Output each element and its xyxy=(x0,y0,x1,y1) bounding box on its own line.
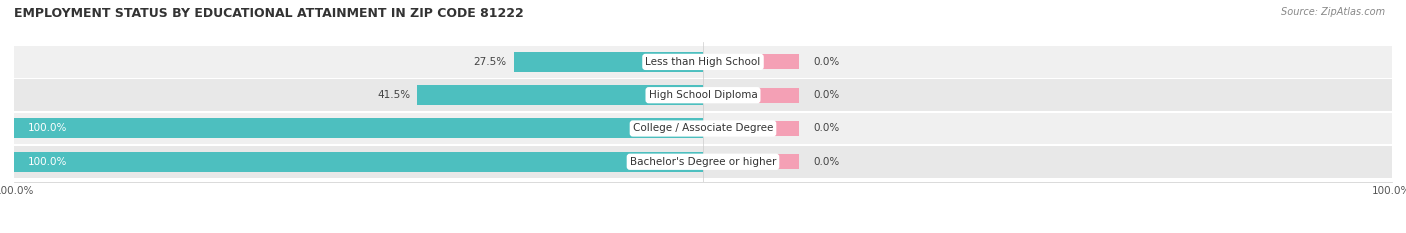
Bar xyxy=(14,79,1392,111)
Text: High School Diploma: High School Diploma xyxy=(648,90,758,100)
Text: Source: ZipAtlas.com: Source: ZipAtlas.com xyxy=(1281,7,1385,17)
Bar xyxy=(14,113,1392,144)
Bar xyxy=(703,121,800,136)
Text: EMPLOYMENT STATUS BY EDUCATIONAL ATTAINMENT IN ZIP CODE 81222: EMPLOYMENT STATUS BY EDUCATIONAL ATTAINM… xyxy=(14,7,524,20)
Bar xyxy=(418,85,703,105)
Bar xyxy=(513,52,703,72)
Bar xyxy=(703,55,800,69)
Bar xyxy=(14,46,1392,78)
Text: 27.5%: 27.5% xyxy=(474,57,506,67)
Text: 0.0%: 0.0% xyxy=(813,57,839,67)
Text: 41.5%: 41.5% xyxy=(377,90,411,100)
Text: 0.0%: 0.0% xyxy=(813,90,839,100)
Bar xyxy=(703,88,800,103)
Bar xyxy=(14,146,1392,178)
Bar xyxy=(14,152,703,172)
Bar xyxy=(14,119,703,138)
Text: Bachelor's Degree or higher: Bachelor's Degree or higher xyxy=(630,157,776,167)
Text: 100.0%: 100.0% xyxy=(28,123,67,134)
Text: 0.0%: 0.0% xyxy=(813,123,839,134)
Text: 100.0%: 100.0% xyxy=(28,157,67,167)
Text: Less than High School: Less than High School xyxy=(645,57,761,67)
Bar xyxy=(703,154,800,169)
Text: 0.0%: 0.0% xyxy=(813,157,839,167)
Text: College / Associate Degree: College / Associate Degree xyxy=(633,123,773,134)
